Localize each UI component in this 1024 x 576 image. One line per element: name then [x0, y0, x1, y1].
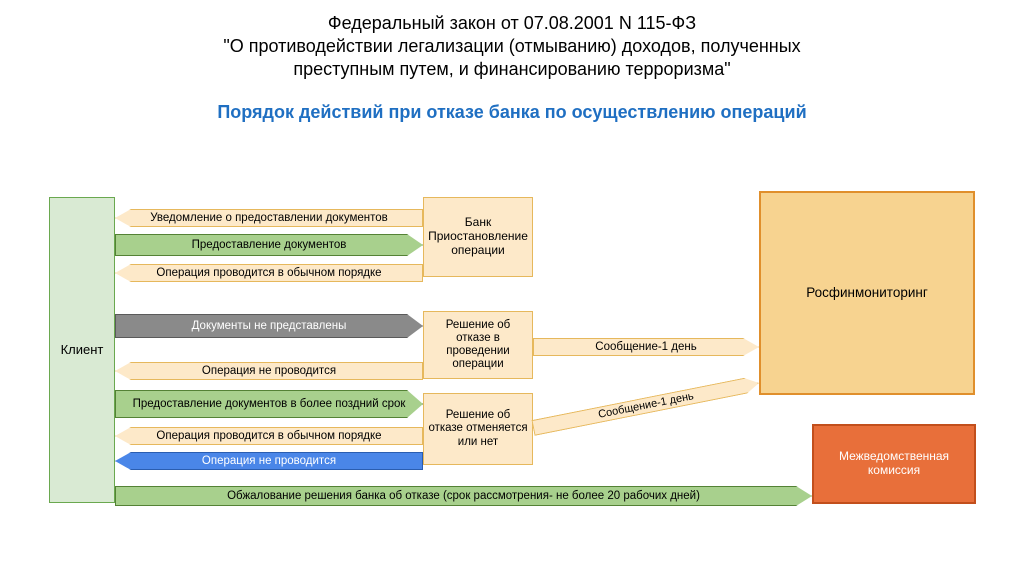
flow-arrow: Операция не проводится: [115, 362, 423, 380]
flow-arrow-label: Предоставление документов: [178, 239, 361, 252]
flow-arrow-label: Документы не представлены: [178, 320, 361, 333]
decision-cancel-box: Решение об отказе отменяется или нет: [423, 393, 533, 465]
flow-arrow-label: Операция не проводится: [188, 455, 350, 468]
diagram-canvas: { "header": { "line1": "Федеральный зако…: [0, 0, 1024, 576]
decision-refuse-box: Решение об отказе в проведении операции: [423, 311, 533, 379]
flow-arrow-label: Сообщение-1 день: [581, 341, 710, 354]
flow-arrow: Операция проводится в обычном порядке: [115, 264, 423, 282]
diagonal-arrow: Сообщение-1 день: [531, 375, 760, 436]
flow-arrow-label: Операция проводится в обычном порядке: [142, 267, 395, 280]
flow-arrow: Уведомление о предоставлении документов: [115, 209, 423, 227]
law-title-line2: "О противодействии легализации (отмывани…: [0, 36, 1024, 57]
law-title-line3: преступным путем, и финансированию терро…: [0, 59, 1024, 80]
flow-arrow: Операция проводится в обычном порядке: [115, 427, 423, 445]
commission-box: Межведомственная комиссия: [812, 424, 976, 504]
flow-arrow-label: Операция не проводится: [188, 365, 350, 378]
client-box: Клиент: [49, 197, 115, 503]
flow-arrow: Сообщение-1 день: [533, 338, 759, 356]
flow-arrow-label: Предоставление документов в более поздни…: [119, 398, 420, 411]
law-title-line1: Федеральный закон от 07.08.2001 N 115-ФЗ: [0, 13, 1024, 34]
flow-arrow-label: Операция проводится в обычном порядке: [142, 430, 395, 443]
flow-arrow: Предоставление документов: [115, 234, 423, 256]
flow-arrow: Обжалование решения банка об отказе (сро…: [115, 486, 812, 506]
flow-arrow-label: Уведомление о предоставлении документов: [136, 212, 402, 225]
diagonal-arrow-label: Сообщение-1 день: [531, 375, 760, 436]
bank-box: Банк Приостановление операции: [423, 197, 533, 277]
rosfinmonitoring-box: Росфинмониторинг: [759, 191, 975, 395]
flow-arrow: Операция не проводится: [115, 452, 423, 470]
flow-arrow: Предоставление документов в более поздни…: [115, 390, 423, 418]
flow-arrow-label: Обжалование решения банка об отказе (сро…: [213, 490, 714, 503]
flow-arrow: Документы не представлены: [115, 314, 423, 338]
diagram-subtitle: Порядок действий при отказе банка по осу…: [0, 102, 1024, 123]
